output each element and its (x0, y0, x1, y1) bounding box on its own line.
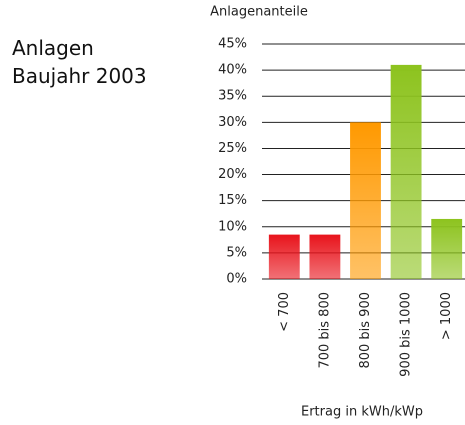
y-tick-label: 45% (218, 37, 247, 52)
bar (390, 64, 422, 279)
bar (431, 218, 463, 279)
bar (309, 234, 341, 279)
y-tick-label: 35% (218, 89, 247, 104)
y-tick-label: 20% (218, 167, 247, 182)
y-tick-label: 5% (226, 245, 247, 260)
y-tick-label: 30% (218, 115, 247, 130)
y-tick-label: 0% (226, 272, 247, 287)
y-axis-label: Anlagenanteile (210, 5, 308, 20)
x-tick-label: 900 bis 1000 (399, 292, 414, 377)
chart-title: Anlagen Baujahr 2003 (12, 36, 147, 88)
bar (268, 234, 300, 279)
x-tick-label: > 1000 (439, 292, 454, 340)
x-axis-label: Ertrag in kWh/kWp (301, 405, 423, 420)
y-tick-label: 25% (218, 141, 247, 156)
x-tick-label: 700 bis 800 (317, 292, 332, 369)
x-tick-label: 800 bis 900 (358, 292, 373, 369)
y-tick-label: 10% (218, 219, 247, 234)
y-tick-label: 40% (218, 63, 247, 78)
bar (350, 122, 381, 279)
x-tick-label: < 700 (277, 292, 292, 332)
y-tick-label: 15% (218, 193, 247, 208)
